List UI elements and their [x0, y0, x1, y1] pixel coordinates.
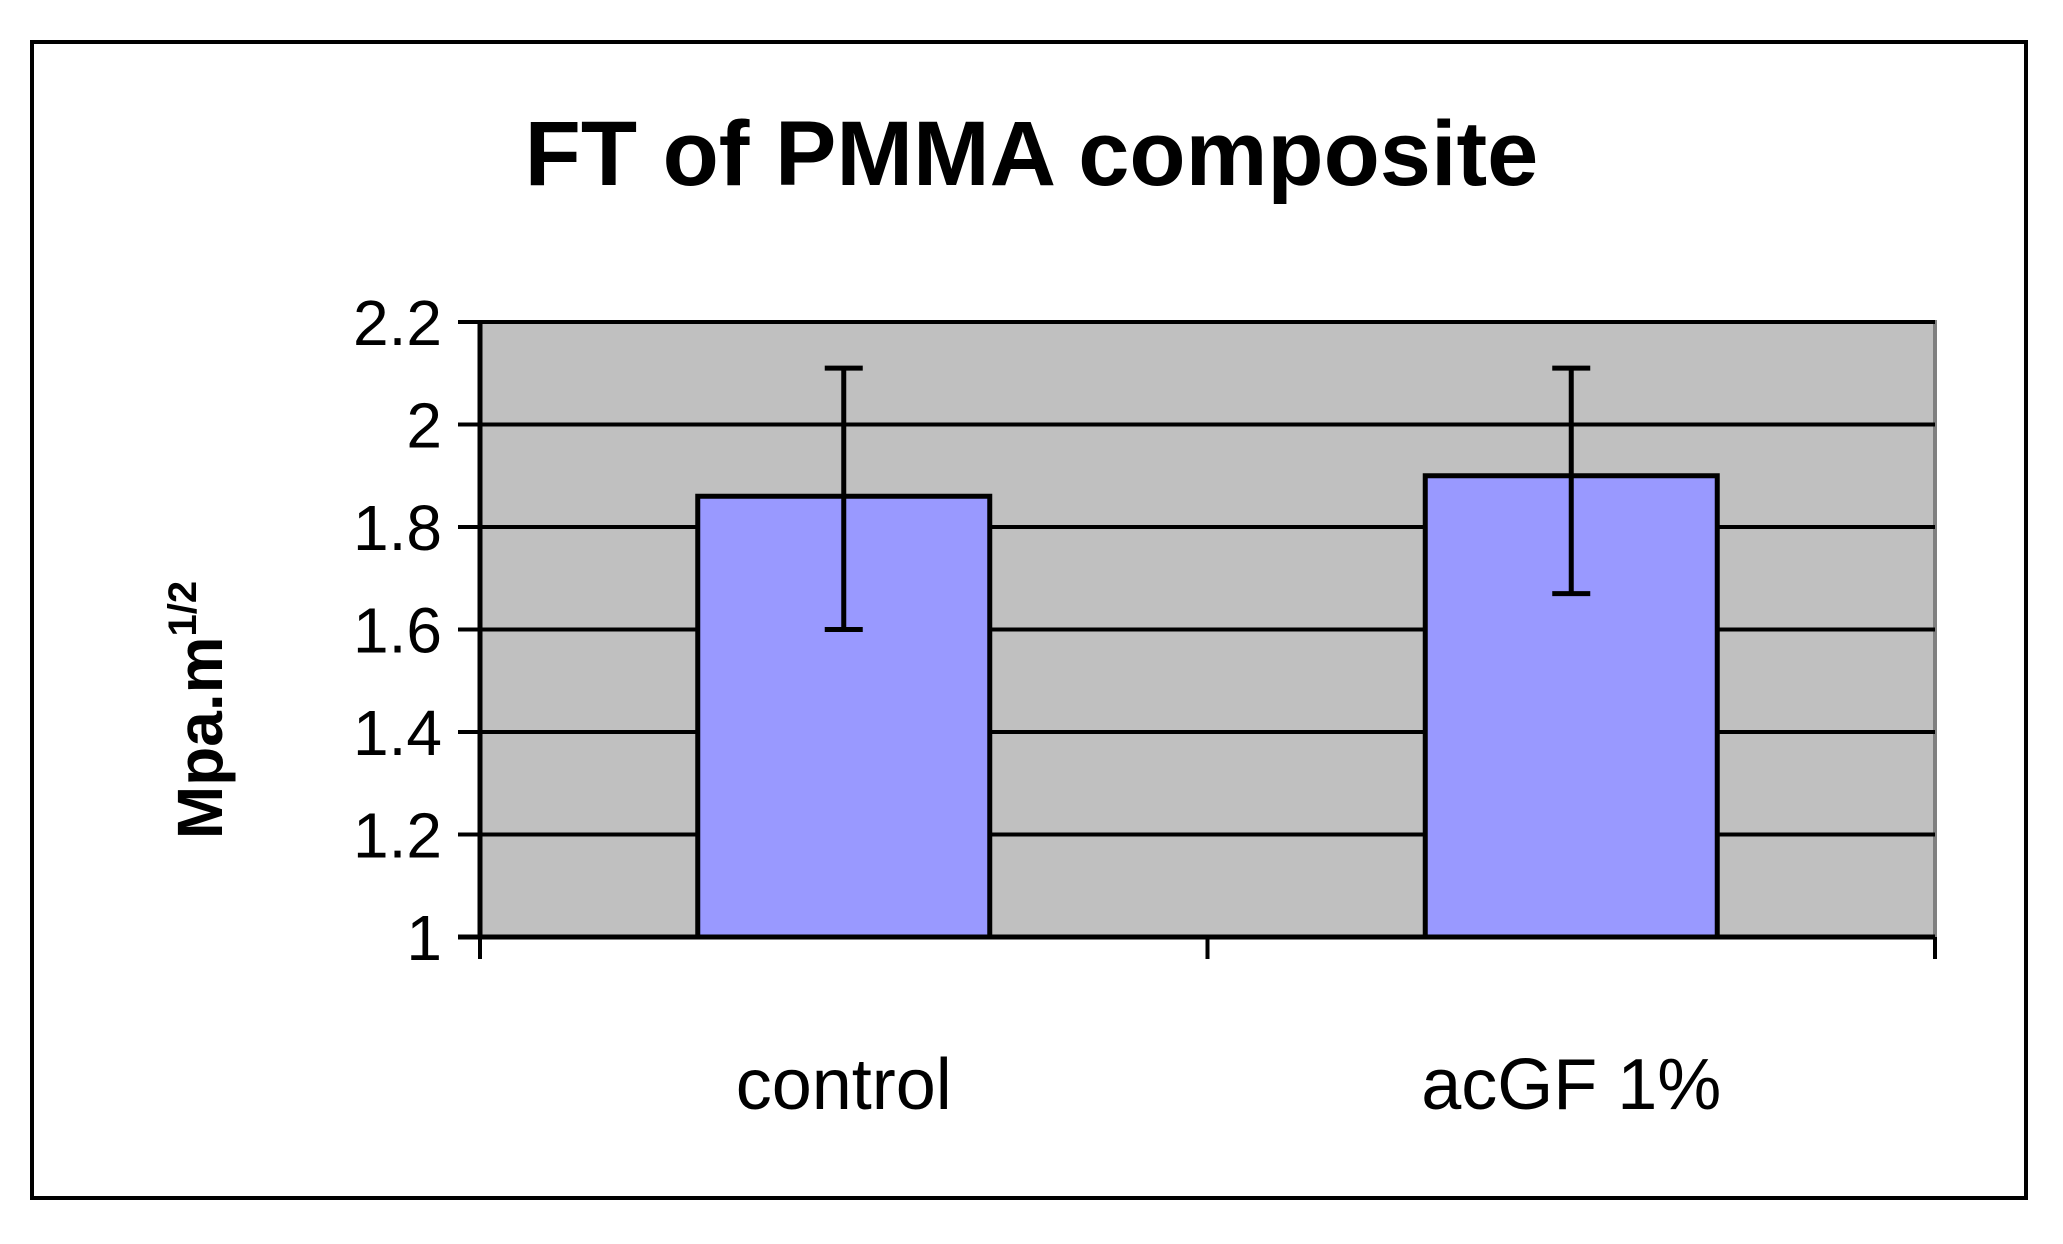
- y-tick-label: 2: [406, 390, 442, 462]
- y-axis-label-text: Mpa.m: [164, 636, 236, 839]
- x-tick-label: acGF 1%: [1421, 1045, 1721, 1125]
- y-tick-label: 1: [406, 902, 442, 974]
- y-tick-label: 1.2: [353, 800, 442, 872]
- x-tick-label: control: [736, 1045, 952, 1125]
- y-tick-label: 2.2: [353, 287, 442, 359]
- y-axis-label: Mpa.m1/2: [161, 581, 236, 839]
- x-tick-labels: control acGF 1%: [736, 1045, 1722, 1125]
- y-tick-label: 1.6: [353, 595, 442, 667]
- y-tick-label: 1.4: [353, 697, 442, 769]
- y-tick-label: 1.8: [353, 492, 442, 564]
- chart-title: FT of PMMA composite: [524, 103, 1539, 205]
- y-tick-labels: 1 1.2 1.4 1.6 1.8 2 2.2: [353, 287, 442, 974]
- y-axis-label-superscript: 1/2: [161, 581, 205, 637]
- axes: [458, 320, 1937, 959]
- error-bars: [824, 365, 1591, 632]
